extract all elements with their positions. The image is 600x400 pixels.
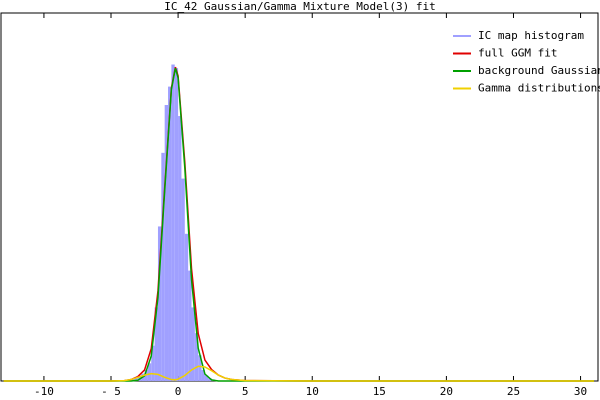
histogram-bar [178,116,182,381]
legend-label: IC map histogram [478,29,584,42]
histogram-bar [151,345,155,381]
histogram-bar [174,68,179,381]
x-tick-label: -10 [34,385,54,398]
histogram-bar [171,64,175,382]
histogram-bar [201,369,205,381]
x-tick-label: 25 [507,385,520,398]
histogram-bar [168,86,172,381]
histogram-bar [164,105,169,381]
x-tick-label: 15 [373,385,386,398]
histogram-bar [161,152,165,381]
legend-label: full GGM fit [478,47,557,60]
histogram-bar [184,233,189,381]
histogram-bar [188,270,192,381]
histogram-bar [147,363,152,381]
histogram-bar [191,307,195,381]
histogram-bar [208,378,212,381]
x-tick-label: - 5 [101,385,121,398]
histogram-bar [157,226,162,381]
fit-line [3,67,594,382]
histogram-bar [194,333,199,381]
histogram-bar [134,377,138,381]
x-tick-label: 10 [306,385,319,398]
x-tick-label: 0 [175,385,182,398]
legend-label: Gamma distributions [478,82,600,95]
histogram-bar [137,375,142,381]
x-tick-label: 5 [242,385,249,398]
legend-label: background Gaussian [478,64,600,77]
chart-title: IC_42 Gaussian/Gamma Mixture Model(3) fi… [164,0,436,13]
x-tick-label: 30 [574,385,587,398]
histogram-bar [204,375,209,381]
fit-line [3,66,594,382]
x-tick-label: 20 [440,385,453,398]
histogram-bar [154,307,158,381]
histogram-bar [198,355,202,381]
fit-line [3,365,594,382]
histogram-bar [181,178,185,381]
